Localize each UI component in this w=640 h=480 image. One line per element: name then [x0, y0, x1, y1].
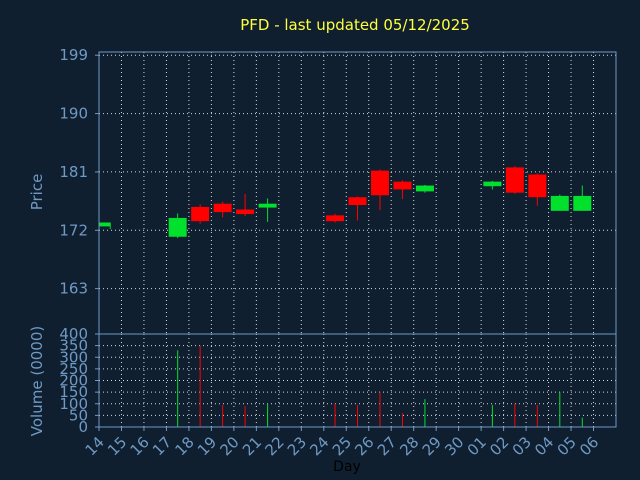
- candle-body: [483, 181, 502, 187]
- price-tick-label: 163: [59, 280, 88, 298]
- candle: [168, 213, 187, 239]
- candle-body: [415, 185, 434, 192]
- candle-body: [99, 222, 111, 227]
- candle-body: [168, 217, 187, 237]
- candle-body: [326, 215, 345, 222]
- candle: [415, 184, 434, 193]
- price-tick-label: 190: [59, 105, 88, 123]
- volume-axis-label: Volume (0000): [28, 326, 46, 436]
- candle: [528, 173, 547, 206]
- candle: [258, 198, 277, 222]
- candle-body: [258, 203, 277, 208]
- candle: [505, 166, 524, 194]
- candle: [99, 222, 111, 229]
- chart-title: PFD - last updated 05/12/2025: [240, 16, 470, 34]
- candle: [326, 214, 345, 223]
- volume-tick-label: 200: [59, 372, 88, 390]
- volume-tick-label: 50: [69, 406, 88, 424]
- volume-tick-label: 0: [78, 418, 88, 436]
- candle-body: [191, 206, 210, 222]
- volume-tick-label: 350: [59, 337, 88, 355]
- candle-body: [550, 195, 569, 211]
- candle: [483, 181, 502, 190]
- candle-body: [236, 209, 255, 215]
- volume-bars: [177, 345, 583, 427]
- price-candles: [99, 166, 592, 239]
- candle: [191, 204, 210, 224]
- price-axis-ticks: 163 172 181 190 199: [59, 46, 99, 298]
- price-tick-label: 199: [59, 46, 88, 64]
- volume-tick-label: 400: [59, 325, 88, 343]
- price-axis-label: Price: [28, 174, 46, 211]
- candle-body: [528, 174, 547, 198]
- candle-body: [573, 195, 592, 211]
- price-tick-label: 172: [59, 221, 88, 239]
- volume-tick-label: 300: [59, 348, 88, 366]
- candle: [573, 185, 592, 211]
- candle-body: [348, 197, 367, 205]
- candle-body: [393, 181, 412, 190]
- candle-body: [370, 170, 389, 196]
- candle: [370, 169, 389, 211]
- candle-body: [505, 167, 524, 193]
- candle: [348, 196, 367, 221]
- volume-tick-label: 150: [59, 383, 88, 401]
- candle: [393, 180, 412, 200]
- day-axis-label: Day: [333, 459, 361, 475]
- volume-tick-label: 250: [59, 360, 88, 378]
- candle: [213, 201, 232, 218]
- candle: [236, 193, 255, 217]
- volume-tick-label: 100: [59, 395, 88, 413]
- price-tick-label: 181: [59, 163, 88, 181]
- candle: [550, 194, 569, 211]
- candle-body: [213, 203, 232, 213]
